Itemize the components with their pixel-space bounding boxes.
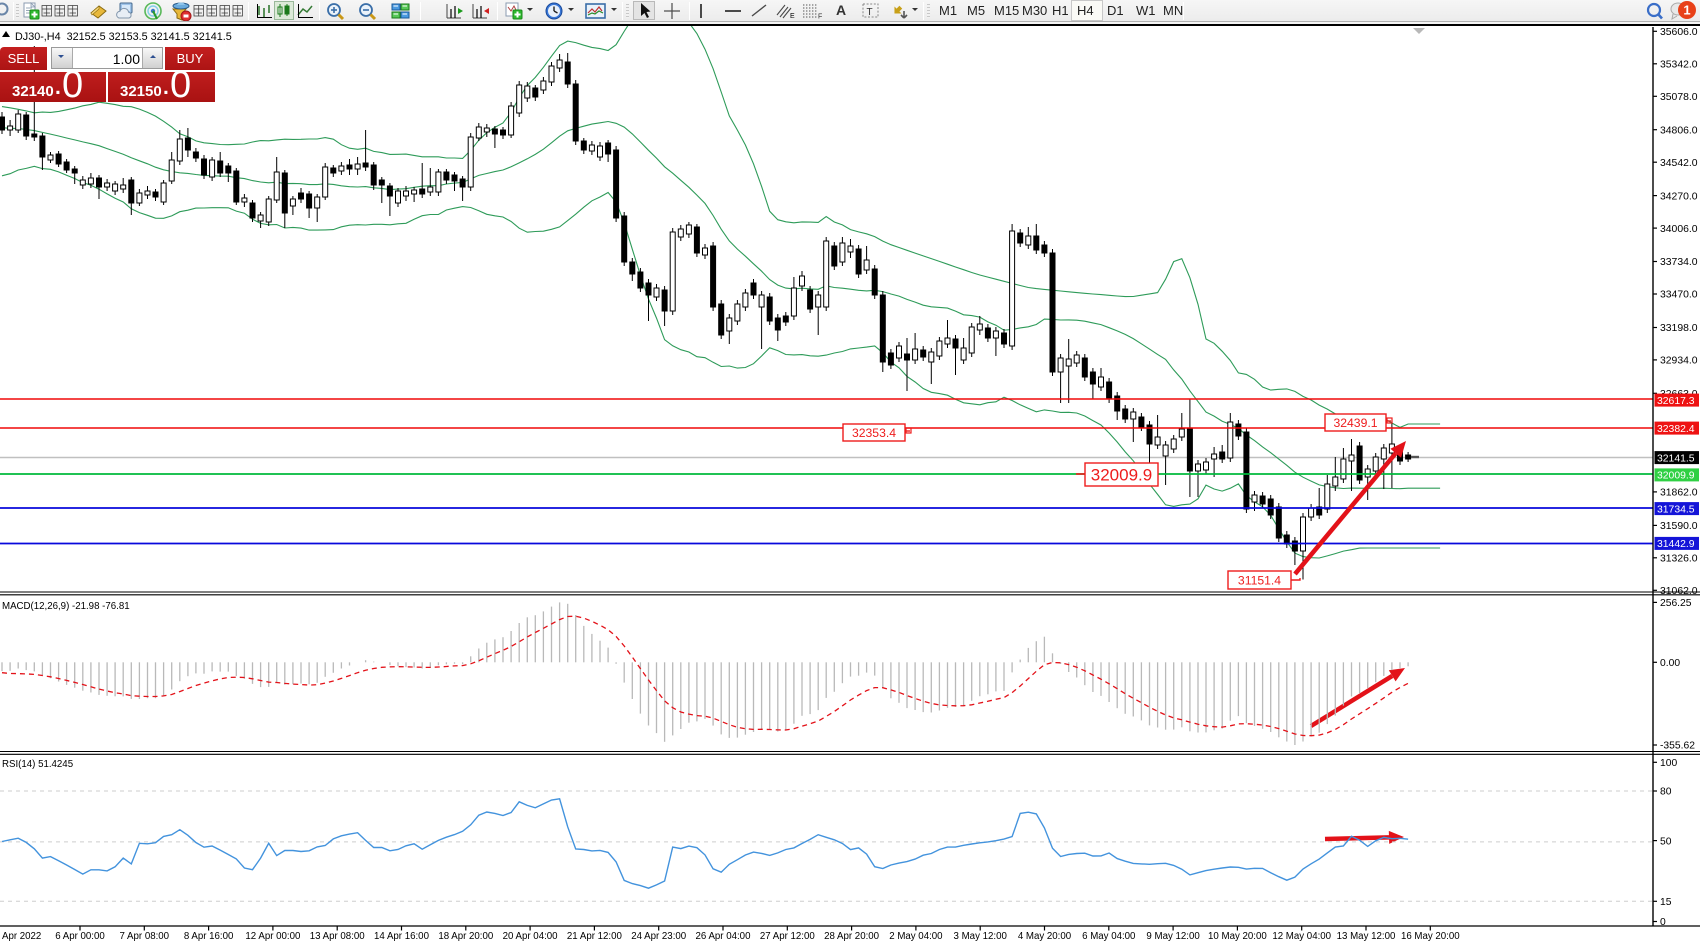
svg-text:Apr 2022: Apr 2022 [2, 931, 41, 941]
svg-text:DJ30-,H4 32152.5 32153.5 3214: DJ30-,H4 32152.5 32153.5 32141.5 32141.5 [15, 31, 232, 43]
svg-text:32353.4: 32353.4 [852, 426, 896, 440]
svg-text:35078.0: 35078.0 [1660, 92, 1698, 103]
svg-text:27 Apr 12:00: 27 Apr 12:00 [760, 931, 816, 941]
svg-text:31590.0: 31590.0 [1660, 521, 1698, 532]
svg-text:35342.0: 35342.0 [1660, 60, 1698, 71]
svg-text:80: 80 [1660, 787, 1672, 798]
svg-text:2 May 04:00: 2 May 04:00 [889, 931, 943, 941]
svg-text:100: 100 [1660, 758, 1677, 769]
svg-text:6 May 04:00: 6 May 04:00 [1082, 931, 1136, 941]
svg-text:F: F [818, 14, 822, 20]
svg-text:E: E [790, 13, 795, 19]
svg-text:31862.0: 31862.0 [1660, 488, 1698, 499]
svg-text:18 Apr 20:00: 18 Apr 20:00 [438, 931, 494, 941]
svg-text:14 Apr 16:00: 14 Apr 16:00 [374, 931, 430, 941]
svg-text:RSI(14) 51.4245: RSI(14) 51.4245 [2, 759, 73, 770]
svg-text:20 Apr 04:00: 20 Apr 04:00 [503, 931, 559, 941]
svg-text:8 Apr 16:00: 8 Apr 16:00 [184, 931, 234, 941]
svg-text:33734.0: 33734.0 [1660, 257, 1698, 268]
svg-text:32009.9: 32009.9 [1091, 466, 1152, 485]
svg-text:34806.0: 34806.0 [1660, 125, 1698, 136]
svg-text:15: 15 [1660, 897, 1672, 908]
svg-text:31151.4: 31151.4 [1238, 573, 1281, 587]
svg-text:12 Apr 00:00: 12 Apr 00:00 [245, 931, 301, 941]
svg-text:31442.9: 31442.9 [1657, 539, 1695, 550]
svg-text:-355.62: -355.62 [1660, 741, 1695, 752]
svg-text:33198.0: 33198.0 [1660, 323, 1698, 334]
svg-text:32934.0: 32934.0 [1660, 356, 1698, 367]
svg-text:MACD(12,26,9) -21.98 -76.81: MACD(12,26,9) -21.98 -76.81 [2, 601, 130, 612]
svg-text:0.00: 0.00 [1660, 658, 1680, 669]
svg-text:50: 50 [1660, 836, 1672, 847]
svg-text:1: 1 [1683, 3, 1690, 18]
svg-text:16 May 20:00: 16 May 20:00 [1401, 931, 1460, 941]
svg-text:4 May 20:00: 4 May 20:00 [1018, 931, 1072, 941]
svg-text:34270.0: 34270.0 [1660, 191, 1698, 202]
svg-text:6 Apr 00:00: 6 Apr 00:00 [55, 931, 105, 941]
svg-text:7 Apr 08:00: 7 Apr 08:00 [120, 931, 170, 941]
svg-text:31326.0: 31326.0 [1660, 554, 1698, 565]
svg-text:32617.3: 32617.3 [1657, 396, 1695, 407]
svg-text:32439.1: 32439.1 [1333, 416, 1377, 430]
svg-text:3 May 12:00: 3 May 12:00 [954, 931, 1008, 941]
svg-text:31734.5: 31734.5 [1657, 504, 1695, 515]
svg-text:28 Apr 20:00: 28 Apr 20:00 [824, 931, 880, 941]
svg-text:24 Apr 23:00: 24 Apr 23:00 [631, 931, 687, 941]
svg-text:26 Apr 04:00: 26 Apr 04:00 [696, 931, 752, 941]
svg-text:12 May 04:00: 12 May 04:00 [1272, 931, 1331, 941]
svg-text:34006.0: 34006.0 [1660, 224, 1698, 235]
svg-text:9 May 12:00: 9 May 12:00 [1146, 931, 1200, 941]
svg-text:13 Apr 08:00: 13 Apr 08:00 [310, 931, 366, 941]
svg-text:0: 0 [1660, 917, 1666, 928]
svg-text:35606.0: 35606.0 [1660, 27, 1698, 38]
svg-text:33470.0: 33470.0 [1660, 290, 1698, 301]
svg-text:10 May 20:00: 10 May 20:00 [1208, 931, 1267, 941]
svg-text:34542.0: 34542.0 [1660, 158, 1698, 169]
svg-text:21 Apr 12:00: 21 Apr 12:00 [567, 931, 623, 941]
svg-text:32009.9: 32009.9 [1657, 471, 1695, 482]
svg-text:31062.0: 31062.0 [1660, 586, 1698, 597]
svg-text:13 May 12:00: 13 May 12:00 [1337, 931, 1396, 941]
svg-text:256.25: 256.25 [1660, 598, 1692, 609]
svg-text:32141.5: 32141.5 [1657, 453, 1695, 464]
svg-text:T: T [867, 7, 873, 18]
svg-text:32382.4: 32382.4 [1657, 424, 1695, 435]
